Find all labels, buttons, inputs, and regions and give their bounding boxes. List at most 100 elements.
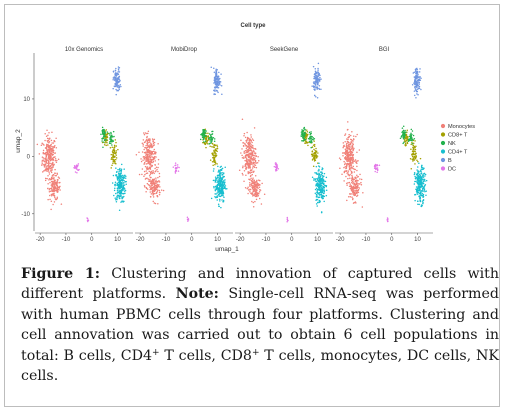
data-point bbox=[112, 158, 115, 161]
data-point bbox=[46, 150, 49, 152]
data-point bbox=[418, 87, 421, 90]
data-point bbox=[314, 77, 317, 80]
data-point bbox=[248, 171, 250, 173]
data-point bbox=[415, 72, 418, 74]
data-point bbox=[44, 179, 47, 182]
data-point bbox=[250, 183, 252, 186]
data-point bbox=[318, 181, 320, 183]
data-point bbox=[115, 81, 118, 83]
data-point bbox=[49, 137, 51, 140]
data-point bbox=[102, 141, 105, 143]
data-point bbox=[306, 141, 308, 144]
data-point bbox=[255, 189, 258, 192]
data-point bbox=[48, 167, 51, 169]
data-point bbox=[312, 165, 315, 167]
data-point bbox=[120, 171, 122, 173]
data-point bbox=[254, 192, 257, 194]
data-point bbox=[404, 142, 407, 145]
data-point bbox=[255, 155, 257, 157]
data-point bbox=[348, 133, 350, 136]
data-point bbox=[215, 69, 217, 72]
data-point bbox=[323, 190, 326, 193]
data-point bbox=[419, 185, 421, 187]
data-point bbox=[403, 131, 406, 133]
data-point bbox=[215, 71, 217, 73]
data-point bbox=[302, 133, 304, 136]
data-point bbox=[313, 179, 315, 181]
data-point bbox=[149, 173, 152, 176]
data-point bbox=[301, 130, 304, 133]
data-point bbox=[150, 185, 152, 187]
data-point bbox=[149, 163, 151, 165]
data-point bbox=[346, 138, 348, 140]
data-point bbox=[315, 72, 317, 75]
data-point bbox=[135, 153, 138, 156]
data-point bbox=[123, 184, 126, 186]
data-point bbox=[120, 183, 122, 186]
data-point bbox=[402, 125, 405, 128]
data-point bbox=[312, 65, 315, 68]
data-point bbox=[43, 170, 45, 172]
data-point bbox=[118, 71, 121, 73]
data-point bbox=[415, 152, 417, 155]
caption-note-label: Note: bbox=[175, 286, 219, 303]
data-point bbox=[345, 163, 348, 165]
data-point bbox=[414, 76, 416, 79]
data-point bbox=[220, 73, 222, 75]
data-point bbox=[217, 174, 219, 177]
data-point bbox=[121, 188, 124, 190]
data-point bbox=[251, 184, 253, 187]
data-point bbox=[154, 180, 157, 183]
data-point bbox=[356, 151, 358, 153]
data-point bbox=[216, 196, 219, 199]
data-point bbox=[346, 158, 348, 161]
data-point bbox=[386, 217, 389, 219]
data-point bbox=[49, 156, 52, 158]
data-point bbox=[116, 170, 118, 173]
data-point bbox=[151, 152, 153, 155]
data-point bbox=[311, 138, 314, 141]
data-point bbox=[244, 186, 247, 189]
data-point bbox=[157, 176, 159, 179]
data-point bbox=[148, 175, 151, 177]
data-point bbox=[111, 144, 113, 146]
data-point bbox=[174, 171, 177, 173]
data-point bbox=[251, 178, 254, 181]
data-point bbox=[49, 159, 52, 162]
data-point bbox=[317, 183, 320, 185]
data-point bbox=[375, 167, 378, 170]
data-point bbox=[286, 219, 289, 222]
data-point bbox=[216, 86, 218, 89]
data-point bbox=[317, 73, 319, 76]
data-point bbox=[217, 75, 220, 78]
data-point bbox=[200, 133, 202, 136]
data-point bbox=[216, 163, 218, 165]
data-point bbox=[252, 193, 254, 195]
data-point bbox=[212, 137, 215, 139]
data-point bbox=[146, 141, 149, 143]
data-point bbox=[419, 176, 422, 178]
data-point bbox=[213, 156, 215, 159]
x-tick-label: 10 bbox=[214, 237, 221, 243]
data-point bbox=[357, 185, 359, 187]
data-point bbox=[304, 142, 306, 144]
data-point bbox=[50, 139, 53, 142]
data-point bbox=[348, 163, 350, 165]
data-point bbox=[125, 183, 127, 185]
data-point bbox=[254, 164, 257, 167]
data-point bbox=[425, 179, 428, 182]
data-point bbox=[152, 189, 154, 192]
data-point bbox=[414, 89, 417, 91]
data-point bbox=[118, 187, 121, 190]
x-axis-label: umap_1 bbox=[215, 246, 239, 253]
data-point bbox=[117, 179, 119, 181]
data-point bbox=[315, 86, 317, 88]
data-point bbox=[345, 160, 348, 162]
data-point bbox=[413, 82, 415, 84]
data-point bbox=[50, 195, 53, 197]
data-point bbox=[313, 178, 315, 180]
data-point bbox=[318, 87, 320, 90]
data-point bbox=[150, 145, 153, 147]
data-point bbox=[51, 153, 53, 156]
data-point bbox=[45, 147, 48, 150]
